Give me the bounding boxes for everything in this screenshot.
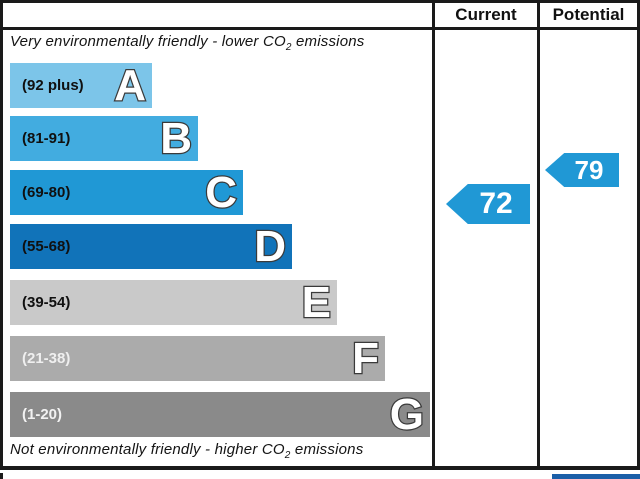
band-row-b: (81-91) B <box>10 114 198 163</box>
potential-column-header: Potential <box>552 5 625 24</box>
band-range-label: (92 plus) <box>22 77 84 94</box>
potential-rating-arrow: 79 <box>545 153 619 187</box>
band-bar-e: (39-54) E <box>10 278 337 327</box>
next-section-border <box>0 473 3 479</box>
table-border-left <box>0 0 3 470</box>
band-letter: A <box>113 61 147 110</box>
band-bar-f: (21-38) F <box>10 334 385 383</box>
current-rating-arrow: 72 <box>446 184 530 224</box>
band-range-label: (69-80) <box>22 184 71 201</box>
band-range-label: (39-54) <box>22 294 71 311</box>
band-bar-d: (55-68) D <box>10 222 292 271</box>
band-range-label: (81-91) <box>22 130 71 147</box>
band-bar-c: (69-80) C <box>10 168 243 217</box>
bottom-caption-subscript: 2 <box>284 450 291 461</box>
column-divider-current <box>432 0 435 466</box>
band-range-label: (21-38) <box>22 350 71 367</box>
top-caption-text: Very environmentally friendly - lower CO <box>10 33 286 50</box>
bottom-caption: Not environmentally friendly - higher CO… <box>10 441 363 461</box>
band-range-label: (55-68) <box>22 238 71 255</box>
band-row-a: (92 plus) A <box>10 61 152 110</box>
table-border-top <box>0 0 640 3</box>
column-divider-potential <box>537 0 540 466</box>
header-divider <box>0 27 640 30</box>
band-row-e: (39-54) E <box>10 278 337 327</box>
bottom-caption-text: Not environmentally friendly - higher CO <box>10 441 285 458</box>
band-letter: F <box>351 334 380 383</box>
current-column-header: Current <box>455 5 517 24</box>
band-letter: G <box>389 390 426 439</box>
top-caption: Very environmentally friendly - lower CO… <box>10 33 365 53</box>
band-row-f: (21-38) F <box>10 334 385 383</box>
table-border-bottom <box>0 466 640 470</box>
band-letter: B <box>159 114 193 163</box>
band-range-label: (1-20) <box>22 406 63 423</box>
band-bar-b: (81-91) B <box>10 114 198 163</box>
bottom-caption-suffix: emissions <box>290 441 364 458</box>
band-letter: C <box>204 168 238 217</box>
potential-rating-value: 79 <box>574 154 604 185</box>
band-bar-g: (1-20) G <box>10 390 430 439</box>
band-letter: E <box>300 278 332 327</box>
top-caption-suffix: emissions <box>291 33 365 50</box>
top-caption-subscript: 2 <box>285 42 292 53</box>
current-rating-value: 72 <box>479 187 513 220</box>
band-row-d: (55-68) D <box>10 222 292 271</box>
band-row-g: (1-20) G <box>10 390 430 439</box>
next-section-blue-box <box>552 474 640 479</box>
band-row-c: (69-80) C <box>10 168 243 217</box>
band-letter: D <box>253 222 287 271</box>
table-border-right <box>637 0 640 470</box>
band-bar-a: (92 plus) A <box>10 61 152 110</box>
